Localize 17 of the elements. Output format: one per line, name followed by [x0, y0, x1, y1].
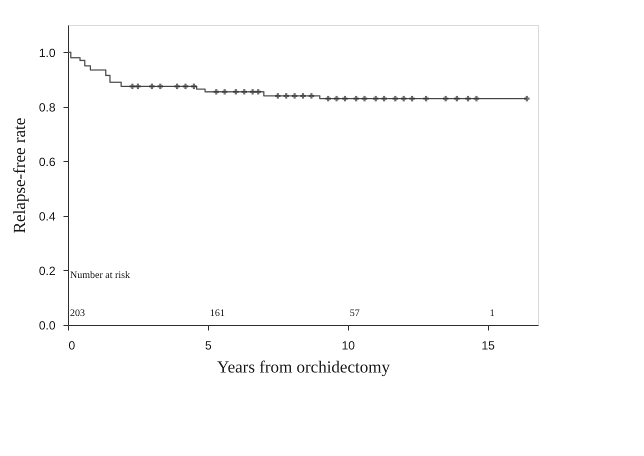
annotation: 161 [210, 308, 225, 319]
x-tick-label: 5 [205, 338, 212, 352]
x-tick-label: 15 [481, 338, 496, 352]
annotation: 1 [490, 308, 495, 319]
y-tick-label: 1.0 [38, 46, 56, 60]
annotation: 203 [70, 308, 85, 319]
y-tick-label: 0.8 [38, 100, 56, 114]
annotation: Number at risk [70, 270, 130, 281]
x-axis-title: Years from orchidectomy [217, 358, 390, 376]
y-axis-title: Relapse-free rate [10, 118, 29, 234]
y-tick-label: 0.6 [38, 154, 56, 169]
annotation: 57 [350, 308, 360, 319]
y-tick-label: 0.0 [38, 318, 56, 332]
y-tick-label: 0.4 [38, 209, 56, 224]
y-tick-label: 0.2 [38, 264, 56, 278]
x-tick-label: 10 [342, 338, 356, 352]
x-tick-label: 0 [68, 338, 76, 352]
